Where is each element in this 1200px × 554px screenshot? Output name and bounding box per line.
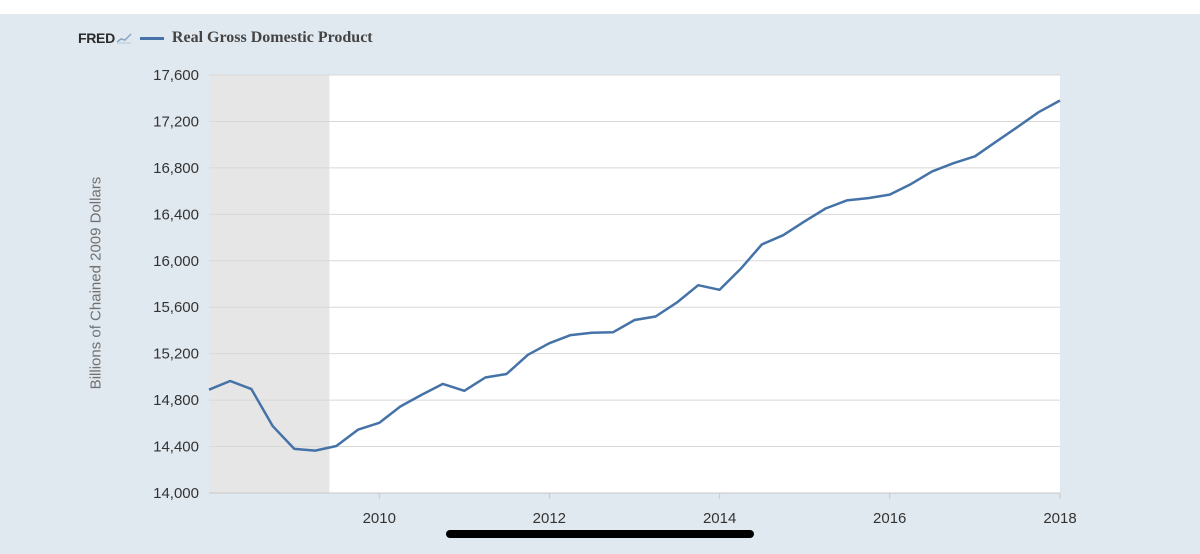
series-line [208,99,1061,452]
data-point [335,445,337,447]
data-point [591,332,593,334]
data-point [505,373,507,375]
data-point [846,199,848,201]
y-tick-label: 14,800 [153,392,199,409]
data-point [676,301,678,303]
y-tick-label: 15,600 [153,299,199,316]
data-point [399,405,401,407]
y-tick-label: 16,400 [153,206,199,223]
y-tick-label: 15,200 [153,346,199,363]
data-point [208,388,210,390]
data-point [250,388,252,390]
legend-label: Real Gross Domestic Product [171,29,373,46]
y-tick-label: 14,000 [153,485,199,502]
data-point [824,207,826,209]
y-tick-label: 16,000 [153,253,199,270]
data-point [612,331,614,333]
data-point [697,284,699,286]
x-tick-label: 2018 [1043,510,1076,527]
y-tick-label: 17,600 [153,67,199,84]
data-point [889,193,891,195]
fred-logo-graph-icon [116,33,132,44]
x-tick-label: 2016 [873,510,906,527]
x-tick-label: 2010 [363,510,396,527]
data-point [420,394,422,396]
x-tick-label: 2012 [533,510,566,527]
data-point [229,380,231,382]
data-point [995,141,997,143]
data-point [633,319,635,321]
data-point [357,429,359,431]
chart-header: FRED Real Gross Domestic Product [78,28,373,48]
data-point [974,155,976,157]
top-strip [0,0,1200,14]
data-point [314,449,316,451]
recession-shading [209,75,330,493]
legend-swatch [139,36,164,40]
data-point [1037,111,1039,113]
data-point [1016,126,1018,128]
data-point [1059,99,1061,101]
data-point [548,342,550,344]
data-point [569,334,571,336]
data-point [718,289,720,291]
data-point [442,383,444,385]
x-tick-label: 2014 [703,510,736,527]
y-tick-label: 17,200 [153,113,199,130]
data-point [463,390,465,392]
fred-logo: FRED [78,30,115,46]
data-point [484,376,486,378]
data-point [527,354,529,356]
data-point [761,243,763,245]
data-point [739,268,741,270]
home-indicator[interactable] [446,530,754,538]
data-point [378,422,380,424]
y-tick-label: 16,800 [153,160,199,177]
data-point [782,234,784,236]
data-point [803,220,805,222]
data-point [910,183,912,185]
data-point [952,162,954,164]
data-point [931,170,933,172]
data-point [654,315,656,317]
plot-area [209,75,1060,493]
y-tick-label: 14,400 [153,439,199,456]
data-point [867,197,869,199]
data-point [272,425,274,427]
data-point [293,448,295,450]
